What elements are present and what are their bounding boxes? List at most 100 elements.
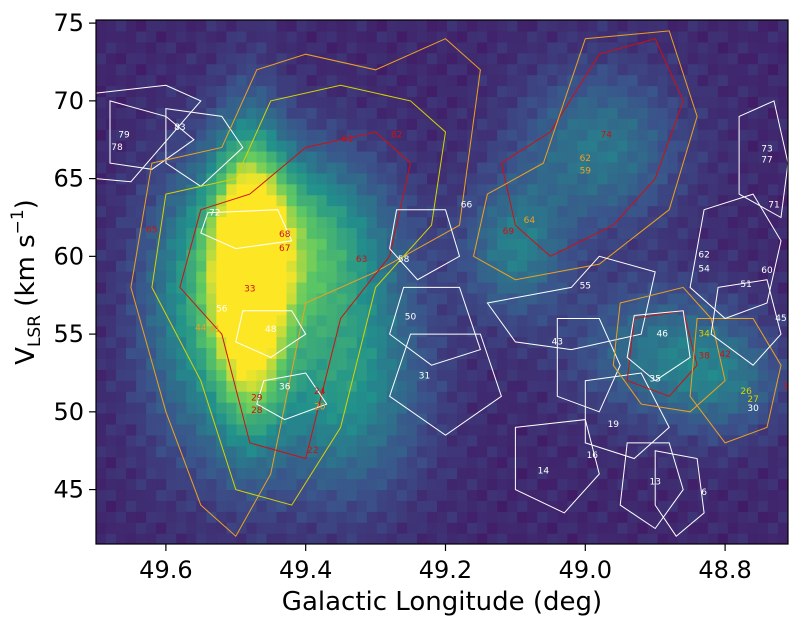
heatmap-cell	[637, 172, 649, 185]
heatmap-cell	[346, 402, 358, 414]
heatmap-cell	[747, 85, 759, 98]
heatmap-cell	[697, 216, 709, 229]
heatmap-cell	[767, 522, 779, 534]
heatmap-cell	[697, 489, 709, 501]
heatmap-cell	[697, 194, 709, 207]
heatmap-cell	[406, 249, 418, 261]
heatmap-cell	[176, 489, 187, 501]
heatmap-cell	[527, 161, 538, 174]
heatmap-cell	[296, 467, 308, 480]
heatmap-cell	[276, 172, 288, 185]
heatmap-cell	[597, 511, 609, 523]
heatmap-cell	[497, 325, 508, 338]
heatmap-cell	[647, 271, 659, 283]
heatmap-cell	[667, 522, 679, 534]
heatmap-cell	[517, 292, 528, 305]
heatmap-cell	[216, 107, 227, 119]
heatmap-cell	[507, 336, 518, 349]
heatmap-cell	[757, 336, 769, 349]
heatmap-cell	[126, 129, 137, 141]
heatmap-cell	[757, 522, 769, 534]
heatmap-cell	[667, 325, 679, 338]
heatmap-cell	[747, 96, 759, 108]
heatmap-cell	[166, 63, 177, 76]
heatmap-cell	[116, 347, 127, 360]
heatmap-cell	[467, 522, 478, 534]
heatmap-cell	[747, 107, 759, 119]
heatmap-cell	[436, 74, 448, 87]
heatmap-cell	[517, 303, 528, 316]
heatmap-cell	[406, 456, 418, 469]
heatmap-cell	[537, 511, 548, 523]
heatmap-cell	[186, 325, 197, 338]
heatmap-cell	[457, 216, 468, 229]
heatmap-cell	[637, 107, 649, 119]
heatmap-cell	[467, 533, 478, 544]
heatmap-cell	[206, 347, 217, 360]
heatmap-cell	[416, 445, 428, 458]
heatmap-cell	[266, 325, 278, 338]
heatmap-cell	[146, 41, 157, 54]
heatmap-cell	[767, 205, 779, 218]
heatmap-cell	[406, 260, 418, 272]
heatmap-cell	[346, 216, 358, 229]
heatmap-cell	[517, 511, 528, 523]
heatmap-cell	[727, 303, 739, 316]
heatmap-cell	[406, 74, 418, 87]
heatmap-cell	[256, 260, 268, 272]
heatmap-cell	[146, 456, 157, 469]
heatmap-cell	[637, 194, 649, 207]
heatmap-cell	[677, 380, 689, 392]
heatmap-cell	[186, 467, 197, 480]
heatmap-cell	[396, 140, 408, 152]
heatmap-cell	[717, 445, 729, 458]
heatmap-cell	[577, 249, 589, 261]
cloud-id-label: 16	[587, 451, 599, 461]
heatmap-cell	[246, 85, 258, 98]
heatmap-cell	[316, 161, 328, 174]
heatmap-cell	[326, 85, 338, 98]
heatmap-cell	[376, 325, 388, 338]
heatmap-cell	[477, 380, 488, 392]
heatmap-cell	[126, 194, 137, 207]
heatmap-cell	[567, 205, 578, 218]
heatmap-cell	[156, 41, 167, 54]
heatmap-cell	[336, 282, 348, 294]
heatmap-cell	[266, 194, 278, 207]
heatmap-cell	[457, 402, 468, 414]
heatmap-cell	[697, 522, 709, 534]
heatmap-cell	[226, 467, 238, 480]
heatmap-cell	[436, 347, 448, 360]
heatmap-cell	[667, 20, 679, 32]
heatmap-cell	[647, 140, 659, 152]
heatmap-cell	[136, 151, 147, 163]
heatmap-cell	[186, 380, 197, 392]
heatmap-cell	[246, 391, 258, 403]
heatmap-cell	[567, 511, 578, 523]
heatmap-cell	[677, 129, 689, 141]
heatmap-cell	[126, 85, 137, 98]
heatmap-cell	[106, 238, 117, 250]
heatmap-cell	[166, 205, 177, 218]
heatmap-cell	[296, 522, 308, 534]
heatmap-cell	[697, 413, 709, 425]
heatmap-cell	[326, 369, 338, 381]
heatmap-cell	[206, 41, 217, 54]
heatmap-cell	[256, 140, 268, 152]
heatmap-cell	[176, 30, 187, 43]
heatmap-cell	[687, 478, 699, 491]
heatmap-cell	[727, 522, 739, 534]
heatmap-cell	[537, 402, 548, 414]
heatmap-cell	[166, 336, 177, 349]
heatmap-cell	[457, 391, 468, 403]
heatmap-cell	[126, 445, 137, 458]
heatmap-cell	[436, 41, 448, 54]
heatmap-cell	[416, 314, 428, 327]
heatmap-cell	[547, 522, 558, 534]
heatmap-cell	[587, 52, 599, 65]
heatmap-cell	[487, 129, 498, 141]
heatmap-cell	[647, 172, 659, 185]
heatmap-cell	[356, 107, 368, 119]
heatmap-cell	[697, 282, 709, 294]
heatmap-cell	[306, 41, 318, 54]
